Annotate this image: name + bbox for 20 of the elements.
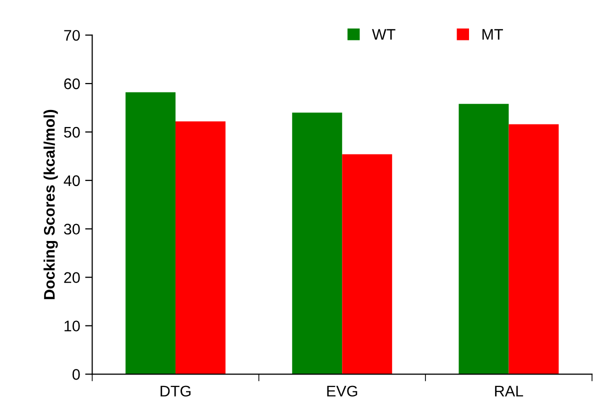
- bar: [126, 92, 176, 374]
- y-tick-label: 30: [64, 224, 80, 235]
- y-tick-label: 40: [64, 175, 80, 186]
- y-axis-title: Docking Scores (kcal/mol): [44, 110, 58, 300]
- x-tick-label: EVG: [327, 386, 358, 397]
- bar: [458, 104, 509, 374]
- y-tick-label: 70: [64, 30, 80, 41]
- y-tick-label: 10: [64, 320, 80, 332]
- bar: [176, 121, 226, 374]
- bar: [292, 112, 342, 374]
- legend-label: WT: [372, 29, 396, 40]
- bar: [508, 124, 559, 374]
- y-tick-label: 50: [64, 126, 80, 138]
- legend-label: MT: [482, 29, 503, 40]
- y-tick-label: 0: [72, 369, 80, 380]
- x-tick-label: DTG: [160, 386, 191, 397]
- y-tick-label: 20: [64, 272, 80, 283]
- y-tick-label: 60: [64, 78, 80, 90]
- bar: [342, 154, 392, 374]
- x-tick-label: RAL: [495, 386, 524, 396]
